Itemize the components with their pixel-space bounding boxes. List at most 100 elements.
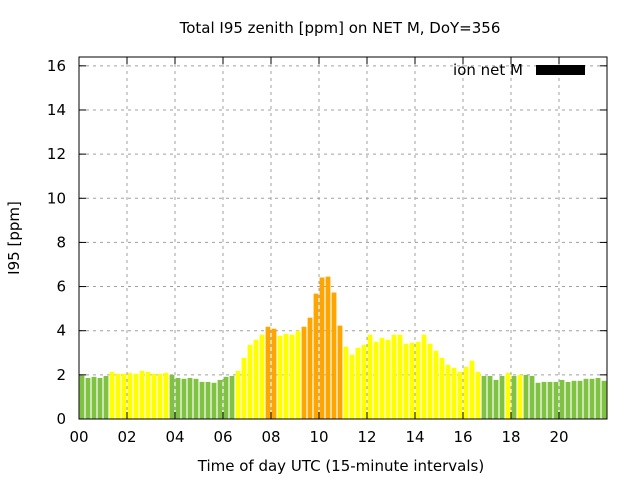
x-tick-label: 20 (549, 428, 568, 446)
y-tick-label: 4 (56, 322, 66, 340)
bar (193, 378, 199, 419)
bar (283, 333, 289, 419)
bar (511, 375, 517, 419)
bar (265, 326, 271, 419)
bar (121, 373, 127, 419)
bar (181, 378, 187, 419)
bar (115, 373, 121, 419)
grid (79, 57, 607, 419)
bar (469, 360, 475, 419)
x-tick-label: 18 (501, 428, 520, 446)
bar (79, 375, 85, 419)
bar (169, 374, 175, 419)
bar (355, 347, 361, 419)
bar (457, 371, 463, 419)
y-tick-label: 2 (56, 366, 66, 384)
bar (187, 377, 193, 419)
chart-title: Total I95 zenith [ppm] on NET M, DoY=356 (179, 19, 501, 37)
bar (361, 344, 367, 419)
bar (541, 381, 547, 419)
bar (223, 376, 229, 419)
bar (487, 375, 493, 419)
bar (571, 380, 577, 419)
bar (277, 335, 283, 419)
bar (379, 337, 385, 419)
bar (373, 341, 379, 419)
x-tick-label: 16 (453, 428, 472, 446)
bar (229, 375, 235, 419)
bar (337, 325, 343, 419)
bar (409, 342, 415, 419)
bar (547, 381, 553, 419)
bar (439, 357, 445, 419)
bar (427, 343, 433, 419)
plot-frame (78, 56, 608, 420)
bar (259, 334, 265, 419)
bar (145, 371, 151, 419)
bar (175, 377, 181, 419)
bar (481, 375, 487, 419)
bar (523, 374, 529, 419)
bar (415, 341, 421, 419)
x-axis-label: Time of day UTC (15-minute intervals) (197, 457, 484, 475)
bar (445, 364, 451, 419)
bar (85, 377, 91, 419)
bar (451, 367, 457, 419)
y-tick-label: 6 (56, 278, 66, 296)
y-tick-label: 14 (47, 101, 66, 119)
bar (463, 366, 469, 419)
bar (163, 372, 169, 419)
bar (289, 334, 295, 419)
bar (133, 373, 139, 419)
bar (247, 344, 253, 419)
x-tick-label: 12 (357, 428, 376, 446)
bar (493, 379, 499, 419)
bar (565, 381, 571, 419)
bar (325, 276, 331, 419)
bar (517, 374, 523, 419)
bar (199, 381, 205, 419)
y-tick-label: 10 (47, 189, 66, 207)
x-tick-label: 04 (165, 428, 184, 446)
x-tick-label: 06 (213, 428, 232, 446)
bar (535, 382, 541, 419)
bar (505, 372, 511, 419)
bar (211, 382, 217, 419)
bar (397, 334, 403, 419)
y-tick-label: 8 (56, 233, 66, 251)
bar (91, 376, 97, 419)
legend: ion net M (453, 61, 585, 79)
bar (151, 373, 157, 419)
bar (253, 339, 259, 419)
y-tick-label: 16 (47, 57, 66, 75)
bar (217, 379, 223, 419)
bar (595, 377, 601, 419)
bar (577, 380, 583, 419)
bar (313, 293, 319, 419)
bar (601, 380, 607, 419)
bar (319, 277, 325, 419)
bar (475, 371, 481, 419)
bar (127, 373, 133, 419)
bar (499, 375, 505, 419)
legend-swatch (536, 65, 585, 75)
bar (271, 328, 277, 419)
bar (529, 375, 535, 419)
bar (421, 334, 427, 419)
bar (295, 330, 301, 419)
bars (79, 276, 607, 419)
bar (301, 326, 307, 419)
bar (205, 381, 211, 419)
bar (103, 375, 109, 419)
bar (349, 354, 355, 419)
y-tick-label: 0 (56, 410, 66, 428)
bar (391, 334, 397, 419)
bar (559, 379, 565, 419)
bar (307, 317, 313, 419)
bar (433, 350, 439, 419)
bar (367, 334, 373, 419)
legend-label: ion net M (453, 61, 523, 79)
x-tick-label: 08 (261, 428, 280, 446)
